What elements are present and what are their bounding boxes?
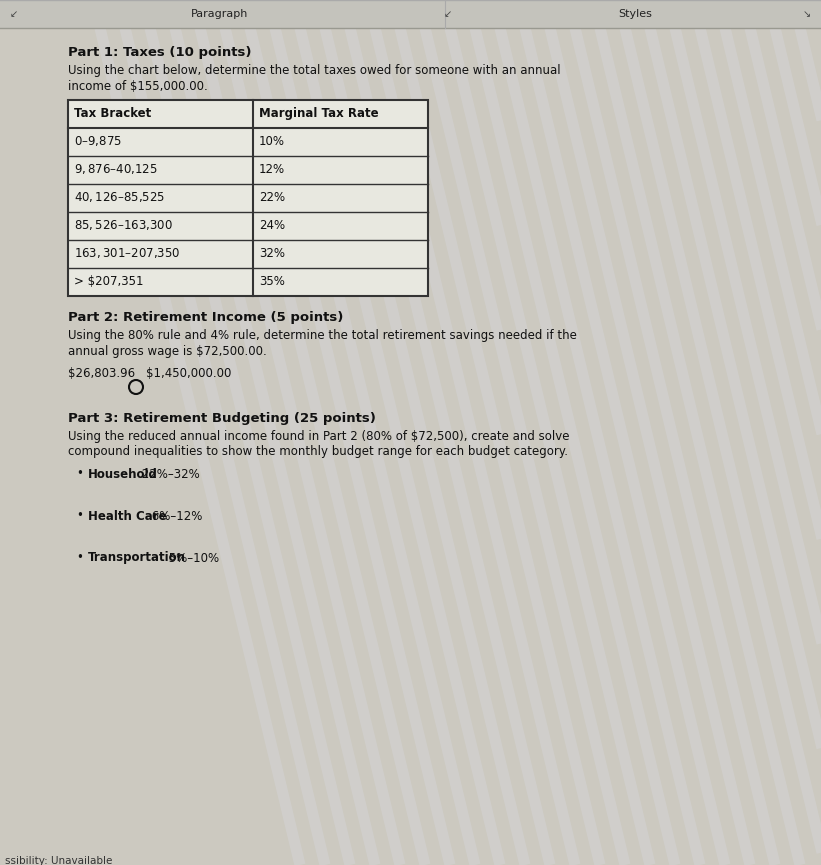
Text: 10%: 10% bbox=[259, 135, 285, 148]
Text: Part 1: Taxes (10 points): Part 1: Taxes (10 points) bbox=[68, 46, 251, 59]
Text: 5%–10%: 5%–10% bbox=[165, 552, 219, 565]
Text: 32%: 32% bbox=[259, 247, 285, 260]
Text: •: • bbox=[76, 467, 83, 480]
Text: Transportation: Transportation bbox=[88, 552, 186, 565]
Text: Marginal Tax Rate: Marginal Tax Rate bbox=[259, 107, 378, 120]
Text: $1,450,000.00: $1,450,000.00 bbox=[146, 367, 232, 380]
Text: 35%: 35% bbox=[259, 275, 285, 288]
Text: Using the chart below, determine the total taxes owed for someone with an annual: Using the chart below, determine the tot… bbox=[68, 64, 561, 77]
Text: $0–$9,875: $0–$9,875 bbox=[74, 134, 122, 149]
Text: 22%: 22% bbox=[259, 191, 285, 204]
Text: ↙: ↙ bbox=[10, 9, 18, 19]
Text: Health Care: Health Care bbox=[88, 509, 167, 522]
Bar bbox=[0, 0, 821, 28]
Text: Part 3: Retirement Budgeting (25 points): Part 3: Retirement Budgeting (25 points) bbox=[68, 412, 376, 425]
Text: income of $155,000.00.: income of $155,000.00. bbox=[68, 80, 208, 93]
Text: 6%–12%: 6%–12% bbox=[149, 509, 203, 522]
Text: ssibility: Unavailable: ssibility: Unavailable bbox=[5, 856, 112, 865]
Text: Using the reduced annual income found in Part 2 (80% of $72,500), create and sol: Using the reduced annual income found in… bbox=[68, 430, 570, 443]
Text: compound inequalities to show the monthly budget range for each budget category.: compound inequalities to show the monthl… bbox=[68, 445, 568, 458]
Text: 12%: 12% bbox=[259, 163, 285, 176]
Text: Part 2: Retirement Income (5 points): Part 2: Retirement Income (5 points) bbox=[68, 311, 343, 324]
Text: > $207,351: > $207,351 bbox=[74, 275, 144, 288]
Text: ↙: ↙ bbox=[444, 9, 452, 19]
Text: Tax Bracket: Tax Bracket bbox=[74, 107, 151, 120]
Text: ↘: ↘ bbox=[803, 9, 811, 19]
Text: $163,301–$207,350: $163,301–$207,350 bbox=[74, 247, 181, 260]
Text: $9,876–$40,125: $9,876–$40,125 bbox=[74, 163, 158, 176]
Text: Styles: Styles bbox=[618, 9, 652, 19]
Text: •: • bbox=[76, 509, 83, 522]
Text: Household: Household bbox=[88, 467, 158, 480]
Text: Paragraph: Paragraph bbox=[191, 9, 249, 19]
Text: 22%–32%: 22%–32% bbox=[137, 467, 200, 480]
Text: $26,803.96: $26,803.96 bbox=[68, 367, 135, 380]
Text: •: • bbox=[76, 552, 83, 565]
Bar bbox=[68, 99, 428, 296]
Text: Using the 80% rule and 4% rule, determine the total retirement savings needed if: Using the 80% rule and 4% rule, determin… bbox=[68, 330, 577, 343]
Text: 24%: 24% bbox=[259, 219, 285, 232]
Text: $40,126–$85,525: $40,126–$85,525 bbox=[74, 190, 165, 204]
Text: $85,526–$163,300: $85,526–$163,300 bbox=[74, 219, 173, 233]
Text: annual gross wage is $72,500.00.: annual gross wage is $72,500.00. bbox=[68, 345, 267, 358]
